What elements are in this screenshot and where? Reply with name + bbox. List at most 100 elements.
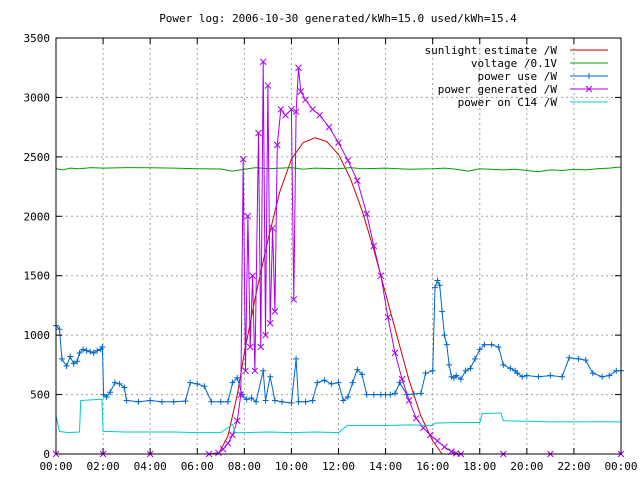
- data-point: [99, 344, 106, 351]
- legend-label: voltage /0.1V: [471, 57, 557, 70]
- series-line: [55, 166, 622, 173]
- data-point: [392, 390, 398, 397]
- data-point: [446, 361, 453, 368]
- data-point: [100, 391, 107, 398]
- data-point: [262, 397, 269, 404]
- legend-label: power generated /W: [438, 83, 558, 96]
- data-point: [467, 365, 474, 372]
- data-point: [410, 390, 417, 397]
- legend-label: power on C14 /W: [458, 96, 558, 109]
- y-tick-label: 3500: [24, 32, 51, 45]
- data-point: [94, 347, 101, 354]
- data-point: [255, 129, 262, 137]
- data-point: [253, 398, 260, 405]
- data-point: [123, 397, 130, 404]
- data-point: [182, 398, 189, 405]
- data-point: [405, 397, 413, 404]
- data-point: [349, 379, 356, 386]
- data-point: [80, 346, 87, 353]
- data-point: [328, 380, 335, 387]
- data-point: [269, 224, 276, 232]
- data-point: [344, 393, 351, 400]
- data-point: [434, 437, 441, 445]
- data-point: [377, 272, 385, 280]
- data-point: [436, 282, 443, 289]
- data-point: [432, 284, 439, 291]
- data-point: [288, 399, 295, 406]
- data-point: [559, 373, 566, 380]
- data-point: [422, 370, 429, 377]
- data-point: [370, 242, 378, 250]
- data-point: [83, 347, 90, 354]
- data-point: [271, 397, 278, 404]
- data-point: [87, 348, 94, 355]
- data-point: [107, 389, 114, 396]
- data-point: [147, 397, 154, 404]
- data-point: [599, 373, 606, 380]
- data-point: [387, 391, 394, 398]
- data-point: [429, 367, 436, 374]
- data-point: [67, 353, 74, 360]
- legend-label: sunlight estimate /W: [425, 44, 558, 57]
- data-point: [462, 367, 469, 374]
- data-point: [370, 391, 377, 398]
- data-point: [293, 355, 300, 362]
- x-tick-label: 10:00: [275, 460, 308, 473]
- data-point: [488, 341, 495, 348]
- data-point: [237, 391, 245, 398]
- data-point: [363, 210, 371, 218]
- data-point: [121, 384, 128, 391]
- data-point: [302, 398, 309, 405]
- data-point: [523, 372, 530, 379]
- data-point: [354, 366, 361, 373]
- data-point: [335, 139, 342, 146]
- data-point: [238, 391, 245, 398]
- data-point: [426, 431, 434, 439]
- data-point: [396, 379, 403, 386]
- data-point: [249, 272, 256, 280]
- data-point: [514, 370, 521, 377]
- data-point: [441, 332, 448, 339]
- data-point: [243, 396, 250, 403]
- data-point: [219, 445, 227, 453]
- data-point: [566, 354, 573, 361]
- data-point: [257, 343, 265, 351]
- data-point: [476, 346, 483, 353]
- data-point: [453, 372, 460, 379]
- data-point: [277, 105, 285, 113]
- x-tick-label: 08:00: [228, 460, 261, 473]
- data-point: [363, 391, 370, 398]
- x-tick-label: 06:00: [181, 460, 214, 473]
- data-point: [340, 397, 347, 404]
- data-point: [481, 341, 488, 348]
- legend-marker: [585, 85, 593, 93]
- data-point: [309, 105, 316, 113]
- data-point: [384, 313, 392, 321]
- data-point: [103, 393, 110, 400]
- data-point: [457, 376, 464, 383]
- chart-title: Power log: 2006-10-30 generated/kWh=15.0…: [159, 12, 517, 25]
- data-point: [279, 398, 285, 405]
- data-point: [314, 379, 321, 386]
- data-point: [295, 398, 302, 405]
- y-tick-label: 0: [43, 448, 50, 461]
- data-point: [116, 380, 123, 387]
- data-point: [58, 355, 65, 362]
- data-point: [575, 355, 582, 362]
- data-point: [259, 58, 267, 66]
- data-point: [344, 157, 352, 164]
- x-tick-label: 14:00: [369, 460, 402, 473]
- data-point: [606, 372, 613, 379]
- data-point: [201, 383, 208, 390]
- data-point: [359, 371, 366, 378]
- data-point: [90, 349, 97, 356]
- data-point: [321, 377, 328, 384]
- data-point: [239, 155, 247, 163]
- series-power-use-w: [53, 277, 624, 406]
- data-point: [547, 372, 554, 379]
- data-point: [290, 296, 298, 303]
- data-point: [234, 374, 241, 381]
- data-point: [589, 370, 596, 377]
